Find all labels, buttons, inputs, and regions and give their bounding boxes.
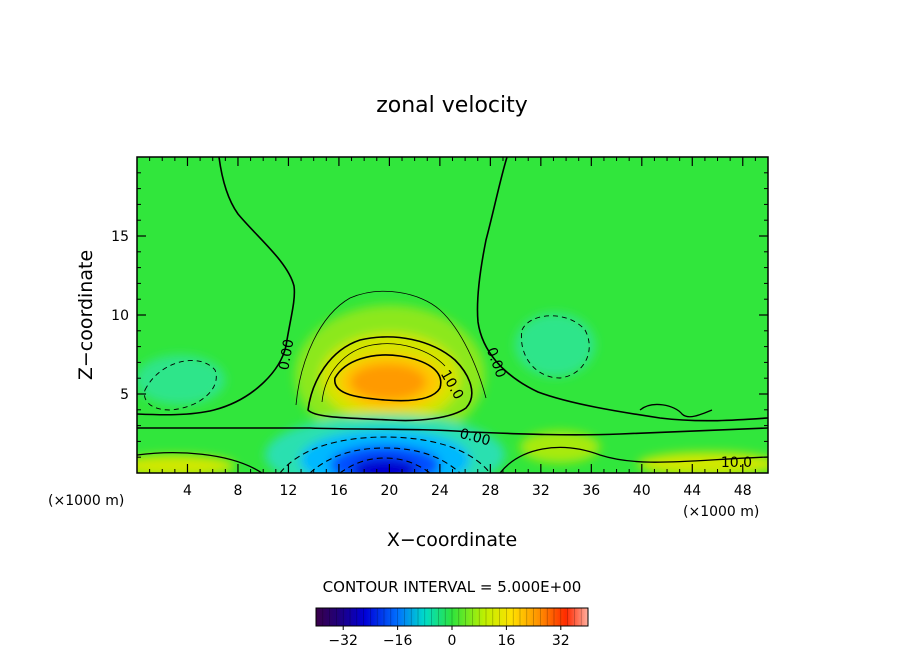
x-tick-label: 32 — [532, 483, 550, 499]
contour-label: 0.00 — [276, 338, 297, 371]
x-tick-label: 8 — [233, 483, 242, 499]
contour-label: 10.0 — [721, 455, 752, 471]
y-tick-label: 10 — [111, 308, 129, 324]
zero-contour-lower — [137, 427, 768, 436]
colorbar-tick-label: 16 — [497, 633, 515, 649]
y-tick-label: 15 — [111, 229, 129, 245]
neg-contour-inner — [309, 447, 461, 473]
chart-title: zonal velocity — [376, 93, 528, 118]
x-tick-label: 40 — [633, 483, 651, 499]
neg-contour-core — [339, 457, 431, 473]
neg-contour-lower — [279, 436, 491, 473]
neg-contour-right — [520, 315, 590, 379]
y-tick-label: 5 — [120, 387, 129, 403]
zero-contour-right — [476, 157, 768, 422]
colorbar: −32 −16 0 16 32 — [315, 607, 589, 649]
colorbar-tick-label: −32 — [328, 633, 358, 649]
x-axis-label: X−coordinate — [387, 529, 517, 551]
x-tick-label: 4 — [183, 483, 192, 499]
thin-contour-inner — [321, 343, 446, 403]
x-tick-label: 16 — [330, 483, 348, 499]
x-tick-label: 12 — [280, 483, 298, 499]
x-tick-label: 20 — [380, 483, 398, 499]
ten-contour-jet — [307, 336, 473, 422]
colorbar-tick-label: −16 — [383, 633, 413, 649]
contour-label-text: 0.00 — [276, 338, 297, 371]
y-axis-label: Z−coordinate — [75, 250, 97, 380]
zero-contour-left — [137, 157, 296, 416]
contours — [137, 157, 768, 473]
surface-contour-right — [499, 446, 768, 473]
contour-label-text: 0.00 — [458, 426, 492, 450]
x-tick-label: 24 — [431, 483, 449, 499]
contour-interval-label: CONTOUR INTERVAL = 5.000E+00 — [323, 578, 582, 596]
color-field — [137, 305, 768, 473]
thin-contour-outer — [295, 290, 487, 406]
surface-contour-left — [137, 452, 263, 473]
x-unit-right: (×1000 m) — [683, 504, 759, 520]
contour-label-text: 10.0 — [721, 455, 752, 471]
colorbar-tick-label: 0 — [448, 633, 457, 649]
x-tick-label: 48 — [734, 483, 752, 499]
x-tick-label: 28 — [481, 483, 499, 499]
neg-contour-left — [143, 360, 217, 411]
contour-label: 0.00 — [458, 426, 492, 450]
x-tick-label: 44 — [683, 483, 701, 499]
colorbar-tick-label: 32 — [552, 633, 570, 649]
twenty-contour-jet — [334, 354, 442, 402]
x-tick-label: 36 — [582, 483, 600, 499]
x-unit-left: (×1000 m) — [48, 493, 124, 509]
right-upper-contour — [639, 403, 713, 418]
